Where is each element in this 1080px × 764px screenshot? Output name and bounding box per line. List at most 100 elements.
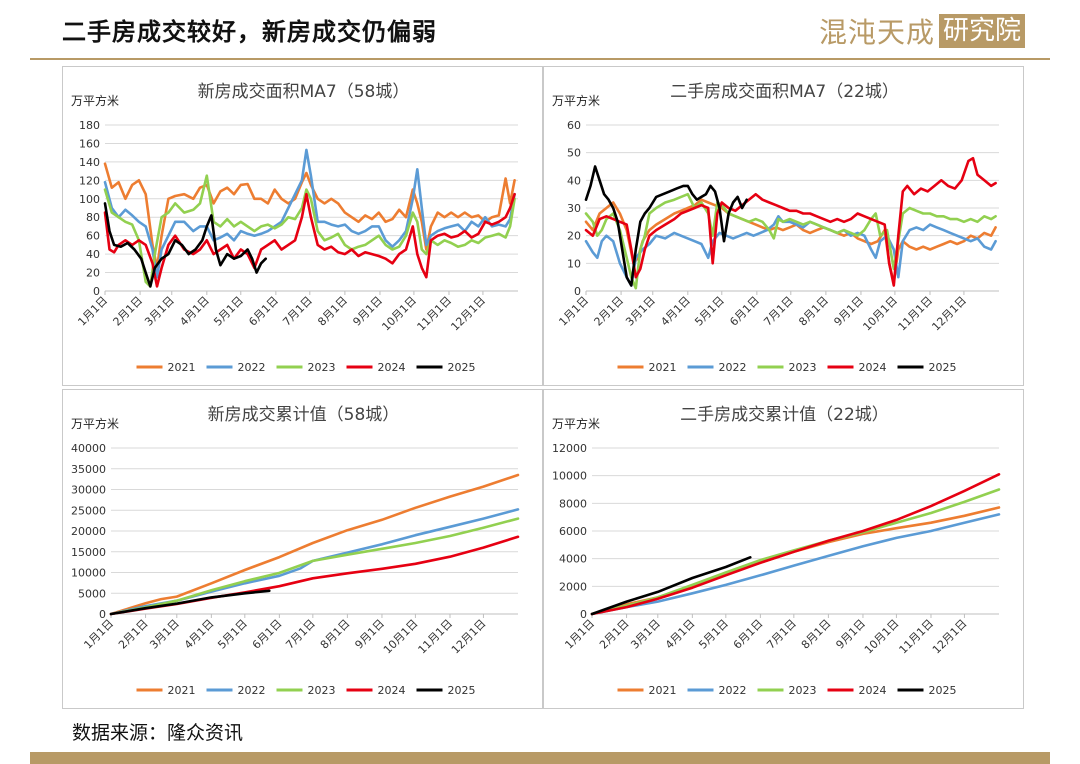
unit-label: 万平方米 (71, 416, 119, 431)
x-tick-label: 10月1日 (860, 294, 900, 334)
chart-panel-new-home-cumulative: 新房成交累计值（58城） 万平方米 0 5000 10000 15000 20000 2500… (62, 389, 543, 709)
legend-label: 2025 (448, 361, 476, 374)
legend-label: 2025 (448, 684, 476, 697)
chart-panel-new-home-ma7: 新房成交面积MA7（58城） 万平方米 0 20 40 60 80 100 120 140 160 1… (62, 66, 543, 386)
x-tick-label: 3月1日 (142, 294, 177, 329)
y-tick-label: 60 (86, 230, 100, 243)
y-tick-label: 0 (580, 608, 587, 621)
series-line-2024 (584, 156, 997, 287)
legend-label: 2021 (649, 361, 677, 374)
legend-label: 2023 (308, 684, 336, 697)
x-tick-label: 6月1日 (246, 294, 281, 329)
legend-label: 2024 (378, 684, 406, 697)
x-tick-label: 4月1日 (658, 294, 693, 329)
x-tick-label: 2月1日 (592, 294, 627, 329)
legend-label: 2022 (238, 361, 266, 374)
legend-label: 2021 (168, 684, 196, 697)
chart-svg: 二手房成交面积MA7（22城） 万平方米 0 10 20 30 40 50 60 1月1日 2月1日… (552, 82, 999, 374)
x-tick-label: 11月1日 (896, 294, 936, 334)
y-tick-label: 20000 (71, 525, 106, 538)
chart-svg: 新房成交累计值（58城） 万平方米 0 5000 10000 15000 20000 2500… (71, 405, 520, 697)
x-tick-label: 4月1日 (182, 617, 217, 652)
series-line-2024 (590, 473, 1001, 616)
x-tick-label: 8月1日 (799, 617, 834, 652)
legend-label: 2024 (859, 684, 887, 697)
y-tick-label: 60 (567, 119, 581, 132)
y-tick-label: 20 (567, 230, 581, 243)
y-tick-label: 40000 (71, 442, 106, 455)
legend-label: 2023 (308, 361, 336, 374)
legend-label: 2021 (649, 684, 677, 697)
chart-title: 新房成交面积MA7（58城） (198, 82, 410, 102)
series-line-2024 (103, 192, 516, 288)
x-tick-label: 3月1日 (623, 294, 658, 329)
x-tick-label: 10月1日 (379, 294, 419, 334)
x-tick-label: 4月1日 (663, 617, 698, 652)
legend-label: 2023 (789, 361, 817, 374)
y-tick-label: 80 (86, 211, 100, 224)
x-tick-label: 1月1日 (75, 294, 110, 329)
legend-label: 2025 (929, 684, 957, 697)
x-tick-label: 11月1日 (897, 617, 937, 657)
y-tick-label: 100 (79, 193, 100, 206)
y-tick-label: 20 (86, 267, 100, 280)
unit-label: 万平方米 (552, 93, 600, 108)
x-tick-label: 10月1日 (862, 617, 902, 657)
x-tick-label: 8月1日 (796, 294, 831, 329)
series-line-2025 (109, 589, 271, 616)
x-tick-label: 1月1日 (556, 294, 591, 329)
y-tick-label: 50 (567, 147, 581, 160)
y-tick-label: 40 (567, 174, 581, 187)
x-tick-label: 3月1日 (147, 617, 182, 652)
x-tick-label: 2月1日 (597, 617, 632, 652)
y-tick-label: 10000 (552, 470, 587, 483)
brand-box: 研究院 (938, 14, 1025, 48)
x-tick-label: 6月1日 (250, 617, 285, 652)
x-tick-label: 7月1日 (280, 294, 315, 329)
x-tick-label: 4月1日 (177, 294, 212, 329)
brand-logo: 混沌天成 研究院 (819, 12, 1025, 50)
y-tick-label: 35000 (71, 463, 106, 476)
series-line-2022 (103, 148, 516, 279)
y-tick-label: 12000 (552, 442, 587, 455)
y-tick-label: 5000 (78, 587, 106, 600)
brand-main: 混沌天成 (818, 16, 935, 49)
x-tick-label: 2月1日 (116, 617, 151, 652)
series-line-2023 (103, 174, 516, 288)
legend-label: 2021 (168, 361, 196, 374)
legend-label: 2022 (238, 684, 266, 697)
y-tick-label: 6000 (559, 525, 587, 538)
x-tick-label: 5月1日 (215, 617, 250, 652)
x-tick-label: 8月1日 (315, 294, 350, 329)
x-tick-label: 3月1日 (628, 617, 663, 652)
x-tick-label: 12月1日 (448, 294, 488, 334)
x-tick-label: 11月1日 (416, 617, 456, 657)
y-tick-label: 30 (567, 202, 581, 215)
legend-label: 2023 (789, 684, 817, 697)
series-line-2023 (590, 488, 1001, 616)
y-tick-label: 30000 (71, 484, 106, 497)
x-tick-label: 12月1日 (930, 617, 970, 657)
series-line-2025 (103, 202, 267, 288)
x-tick-label: 6月1日 (727, 294, 762, 329)
y-tick-label: 0 (574, 285, 581, 298)
x-tick-label: 11月1日 (415, 294, 455, 334)
x-tick-label: 1月1日 (81, 617, 116, 652)
x-tick-label: 7月1日 (761, 294, 796, 329)
series-line-2023 (109, 517, 520, 616)
x-tick-label: 12月1日 (929, 294, 969, 334)
series-line-2025 (590, 556, 752, 616)
x-tick-label: 12月1日 (449, 617, 489, 657)
legend-label: 2022 (719, 684, 747, 697)
y-tick-label: 15000 (71, 546, 106, 559)
x-tick-label: 5月1日 (696, 617, 731, 652)
x-tick-label: 7月1日 (764, 617, 799, 652)
y-tick-label: 40 (86, 248, 100, 261)
series-line-2022 (590, 513, 1001, 616)
series-line-2025 (584, 165, 748, 287)
y-tick-label: 140 (79, 156, 100, 169)
chart-title: 新房成交累计值（58城） (208, 405, 400, 425)
y-tick-label: 0 (93, 285, 100, 298)
y-tick-label: 2000 (559, 580, 587, 593)
y-tick-label: 4000 (559, 553, 587, 566)
